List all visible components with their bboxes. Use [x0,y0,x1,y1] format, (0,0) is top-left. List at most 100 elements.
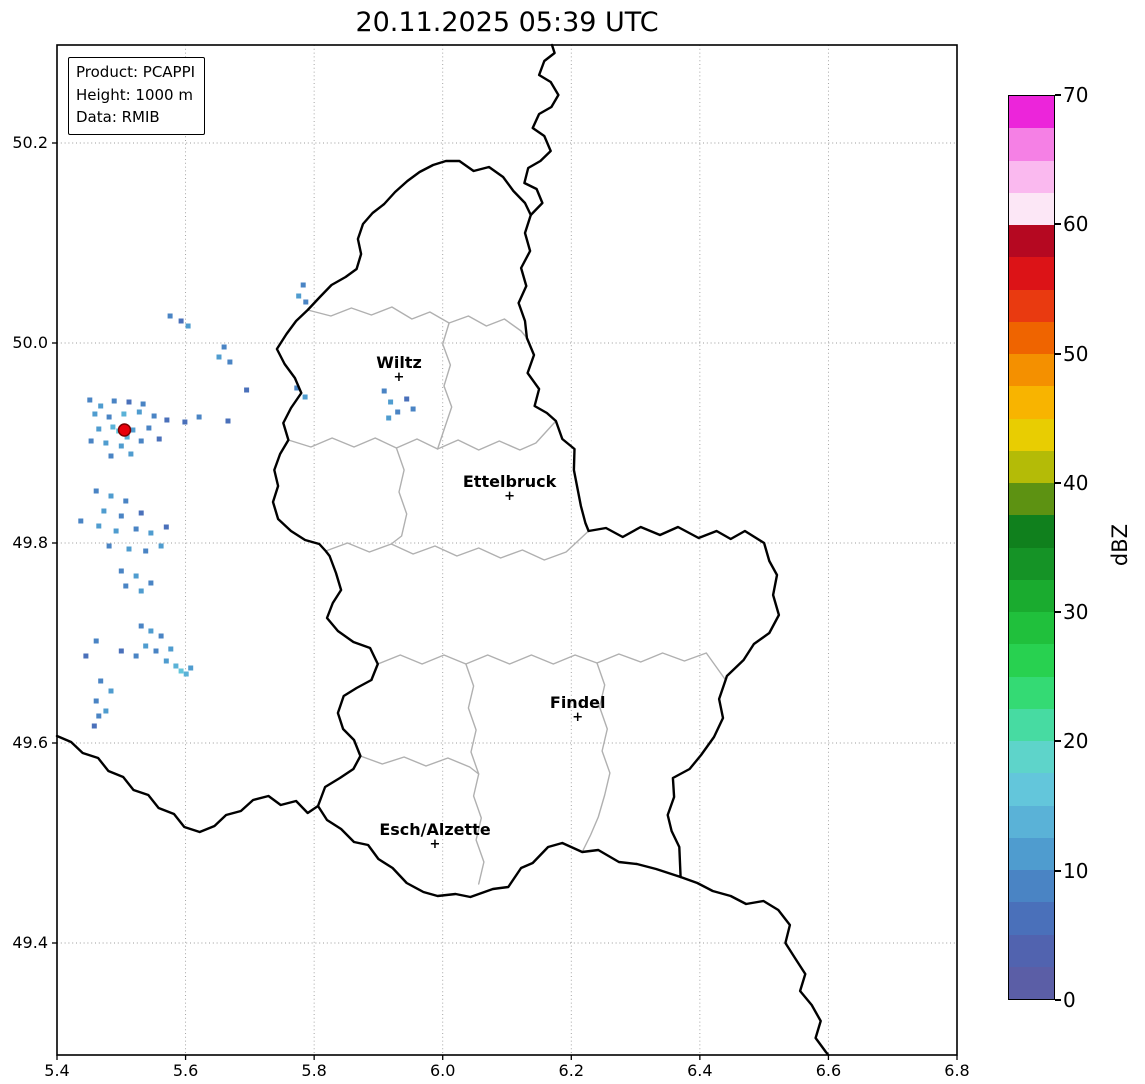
x-tick-label: 6.8 [944,1061,970,1080]
belgium-germany-border [523,43,560,217]
radar-echo-pixel [96,426,102,432]
radar-echo-pixel [118,568,124,574]
colorbar-tick [1055,352,1061,355]
canton-border [377,652,727,681]
colorbar-segment [1009,644,1054,677]
radar-echo-pixel [128,451,134,457]
y-tick-label: 50.0 [12,333,48,352]
radar-echo-pixel [98,403,104,409]
radar-echo-pixel [148,628,154,634]
france-germany-border [679,875,830,1057]
info-box: Product: PCAPPI Height: 1000 m Data: RMI… [68,57,206,135]
radar-echo-pixel [78,518,84,524]
radar-echo-pixel [163,524,169,530]
radar-echo-pixel [103,440,109,446]
colorbar-segment [1009,160,1054,193]
radar-echo-pixel [92,411,98,417]
colorbar-tick-label: 50 [1063,341,1089,366]
map-plot: + Wiltz + Ettelbruck + Findel + Esch/Alzette [52,43,958,1060]
colorbar-segment [1009,612,1054,645]
plot-frame [56,44,958,1056]
radar-echo-pixel [148,580,154,586]
radar-echo-pixel [388,399,394,405]
radar-echo-pixel [108,453,114,459]
city-label: Esch/Alzette [379,820,491,839]
radar-echo-pixel [136,409,142,415]
canton-border [436,322,453,450]
radar-echo-pixel [91,723,97,729]
radar-echo-pixel [151,413,157,419]
x-tick-label: 6.4 [687,1061,713,1080]
radar-echo-pixel [130,427,136,433]
radar-echo-pixel [196,414,202,420]
radar-echo-pixel [108,493,114,499]
radar-echo-pixel [118,648,124,654]
info-height: Height: 1000 m [76,85,193,104]
canton-border [325,530,590,561]
colorbar-segment [1009,870,1054,903]
city-marker: + [430,837,441,852]
radar-echo-pixel [146,425,152,431]
radar-echo-pixel [118,443,124,449]
colorbar-segment [1009,708,1054,741]
colorbar-segment [1009,321,1054,354]
colorbar-segment [1009,450,1054,483]
colorbar-segment [1009,386,1054,419]
colorbar [1008,95,1055,1000]
radar-echo-pixel [381,388,387,394]
radar-echo-pixel [88,438,94,444]
city-label: Ettelbruck [463,472,557,491]
colorbar-segment [1009,902,1054,935]
radar-echo-pixel [410,406,416,412]
radar-echo-pixel [143,643,149,649]
timestamp-title: 20.11.2025 05:39 UTC [355,7,659,38]
radar-echo-pixel [183,671,189,677]
radar-echo-pixel [153,648,159,654]
map-canvas: +Wiltz+Ettelbruck+Findel+Esch/Alzette [52,43,958,1060]
colorbar-segment [1009,741,1054,774]
x-tick-label: 6.0 [429,1061,456,1080]
radar-echo-pixel [227,359,233,365]
canton-border [390,447,408,545]
radar-echo-pixel [156,436,162,442]
x-tick-label: 6.6 [815,1061,842,1080]
radar-echo-pixel [244,387,250,393]
colorbar-segment [1009,934,1054,967]
colorbar-tick-label: 20 [1063,729,1089,754]
colorbar-tick-label: 30 [1063,600,1089,625]
radar-echo-pixel [101,508,107,514]
city-label: Findel [550,693,606,712]
radar-echo-pixel [158,543,164,549]
radar-echo-pixel [188,665,194,671]
radar-echo-pixel [158,633,164,639]
radar-echo-pixel [140,401,146,407]
canton-border [287,420,557,451]
colorbar-tick-label: 10 [1063,858,1089,883]
radar-echo-pixel [138,623,144,629]
radar-echo-pixel [294,385,300,391]
colorbar-tick-label: 60 [1063,212,1089,237]
colorbar-segment [1009,805,1054,838]
radar-echo-pixel [83,653,89,659]
colorbar-axis-label: dBZ [1108,523,1132,567]
colorbar-tick [1055,223,1061,226]
y-tick-label: 49.4 [12,933,48,952]
radar-echo-pixel [133,573,139,579]
radar-echo-pixel [302,394,308,400]
radar-echo-pixel [93,698,99,704]
radar-echo-pixel [110,424,116,430]
radar-echo-pixel [185,323,191,329]
radar-echo-pixel [167,313,173,319]
colorbar-segment [1009,257,1054,290]
radar-echo-pixel [164,417,170,423]
radar-echo-pixel [138,510,144,516]
y-tick-label: 49.8 [12,533,48,552]
radar-echo-pixel [121,411,127,417]
colorbar-segment [1009,96,1054,129]
radar-echo-pixel [93,638,99,644]
radar-echo-pixel [108,688,114,694]
colorbar-segment [1009,192,1054,225]
colorbar-segment [1009,579,1054,612]
radar-echo-pixel [303,299,309,305]
